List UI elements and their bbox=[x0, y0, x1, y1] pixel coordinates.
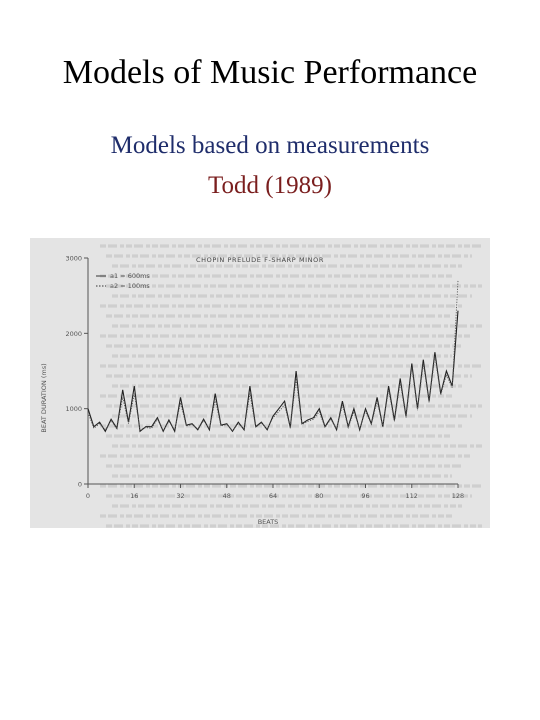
x-tick-label: 0 bbox=[86, 492, 90, 500]
legend-label: a1 = 600ms bbox=[110, 272, 150, 280]
series-line-a2 bbox=[87, 280, 459, 432]
x-axis-label: BEATS bbox=[258, 518, 279, 526]
chart-title: CHOPIN PRELUDE F-SHARP MINOR bbox=[196, 256, 324, 264]
series-line-a1 bbox=[87, 310, 459, 434]
x-tick-label: 112 bbox=[406, 492, 418, 500]
y-axis-label: BEAT DURATION (ms) bbox=[40, 363, 48, 432]
x-tick-label: 80 bbox=[315, 492, 323, 500]
scanned-figure: CHOPIN PRELUDE F-SHARP MINOR 0 1000 2000 30… bbox=[30, 238, 490, 528]
chart-axes: 0 1000 2000 3000 0 16 32 48 64 80 96 112 128 bbox=[65, 255, 464, 501]
slide-title: Models of Music Performance bbox=[62, 54, 478, 91]
x-tick-label: 64 bbox=[269, 492, 277, 500]
slide-reference: Todd (1989) bbox=[208, 172, 332, 199]
y-tick-label: 3000 bbox=[65, 255, 82, 263]
y-tick-label: 2000 bbox=[65, 330, 82, 338]
y-tick-label: 0 bbox=[78, 481, 82, 489]
x-tick-label: 16 bbox=[130, 492, 138, 500]
slide-subtitle: Models based on measurements bbox=[110, 132, 430, 159]
x-tick-label: 96 bbox=[361, 492, 369, 500]
chart-series bbox=[87, 280, 459, 434]
x-tick-label: 128 bbox=[452, 492, 464, 500]
scan-background-text bbox=[100, 244, 482, 528]
x-tick-label: 48 bbox=[223, 492, 231, 500]
legend-label: a2 = 100ms bbox=[110, 282, 150, 290]
y-tick-label: 1000 bbox=[65, 405, 82, 413]
beat-duration-chart: CHOPIN PRELUDE F-SHARP MINOR 0 1000 2000 30… bbox=[40, 244, 482, 528]
x-tick-label: 32 bbox=[176, 492, 184, 500]
chart-legend: a1 = 600ms a2 = 100ms bbox=[96, 272, 150, 290]
